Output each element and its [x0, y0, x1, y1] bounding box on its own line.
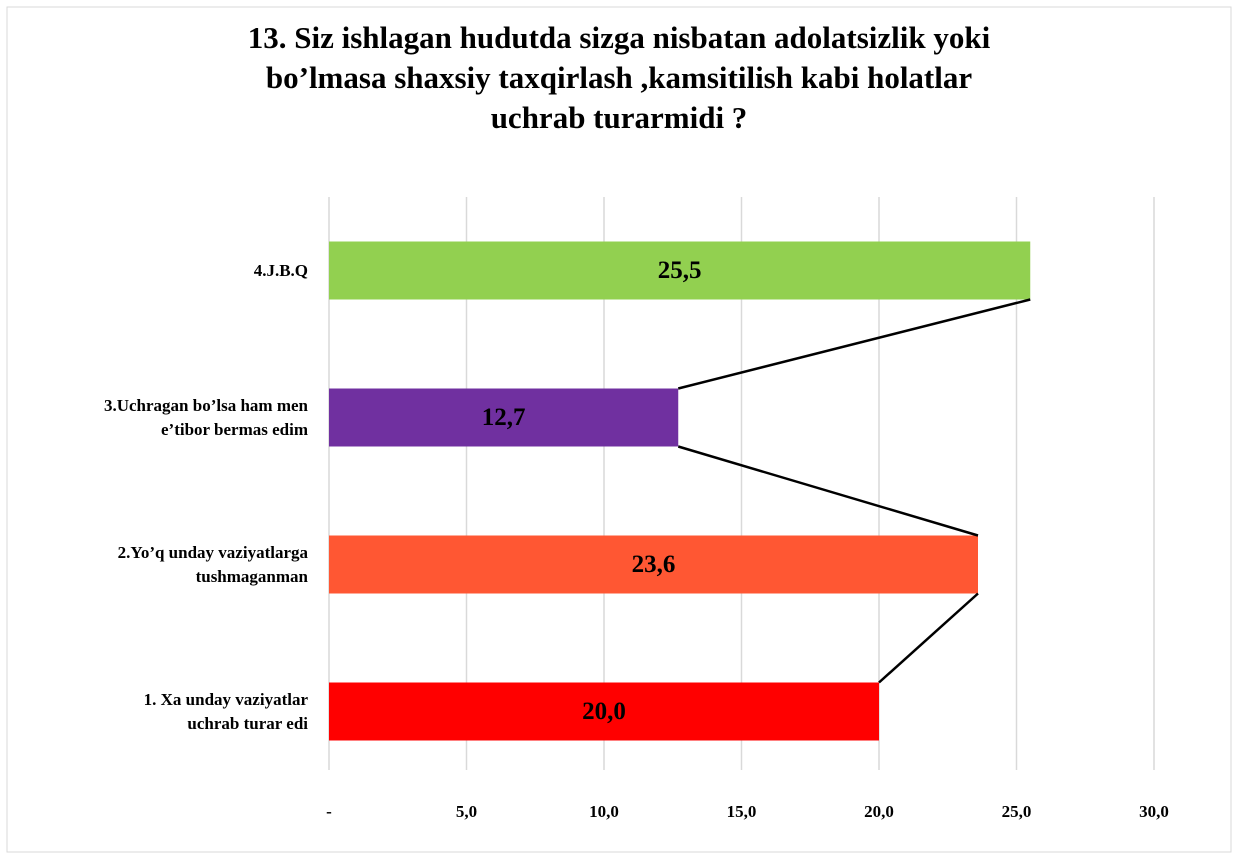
y-tick-label: 4.J.B.Q	[253, 260, 308, 280]
series-line	[677, 298, 1031, 390]
x-tick-label: -	[326, 802, 332, 821]
x-tick-label: 5,0	[456, 802, 477, 821]
y-tick-label: 1. Xa unday vaziyatlar uchrab turar edi	[143, 689, 308, 733]
x-tick-label: 30,0	[1139, 802, 1169, 821]
bar	[329, 388, 679, 447]
bar	[329, 241, 1031, 300]
x-tick-label: 10,0	[589, 802, 619, 821]
x-tick-label: 15,0	[727, 802, 757, 821]
data-label: 20,0	[582, 698, 626, 725]
x-tick-label: 20,0	[864, 802, 894, 821]
bar	[329, 535, 978, 594]
x-tick-label: 25,0	[1002, 802, 1032, 821]
y-tick-label: 2.Yo’q unday vaziyatlarga tushmaganman	[117, 542, 308, 586]
y-tick-label: 3.Uchragan bo’lsa ham men e’tibor bermas…	[103, 395, 308, 439]
data-label: 25,5	[658, 257, 702, 284]
data-label: 23,6	[632, 551, 676, 578]
data-label: 12,7	[482, 404, 526, 431]
series-line	[878, 592, 979, 684]
bar	[329, 682, 879, 741]
chart-border	[6, 6, 1232, 853]
series-line	[677, 445, 979, 537]
chart-title: 13. Siz ishlagan hudutda sizga nisbatan …	[247, 20, 991, 135]
